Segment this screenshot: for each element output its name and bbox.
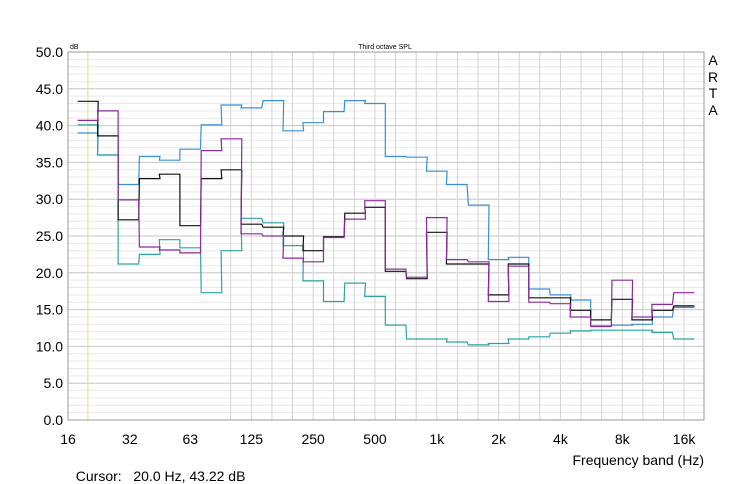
x-axis-ticks: 16 32 63 125 250 500 1k 2k 4k 8k 16k — [60, 431, 696, 447]
x-tick-label: 1k — [429, 431, 445, 447]
y-tick-label: 0.0 — [44, 412, 64, 428]
series-line-4 — [77, 110, 695, 328]
x-tick-label: 4k — [553, 431, 569, 447]
y-tick-label: 30.0 — [36, 191, 63, 207]
y-tick-label: 20.0 — [36, 265, 63, 281]
cursor-label: Cursor: — [75, 468, 122, 484]
y-unit-label: dB — [70, 44, 79, 51]
x-tick-label: 63 — [182, 431, 198, 447]
x-tick-label: 250 — [301, 431, 325, 447]
brand-letter: T — [708, 85, 718, 101]
x-tick-label: 16k — [673, 431, 697, 447]
y-tick-label: 50.0 — [36, 44, 63, 60]
y-tick-label: 15.0 — [36, 302, 63, 318]
x-tick-label: 16 — [60, 431, 76, 447]
y-axis-ticks: 0.0 5.0 10.0 15.0 20.0 25.0 30.0 35.0 40.0 45.0 50… — [36, 44, 63, 428]
y-tick-label: 45.0 — [36, 81, 63, 97]
plot-grid — [68, 51, 704, 421]
x-tick-label: 500 — [363, 431, 387, 447]
x-tick-label: 125 — [240, 431, 264, 447]
third-octave-spl-chart: Third octave SPL dB 0.0 5.0 10.0 15.0 20.0 25… — [36, 44, 705, 447]
series-group — [77, 100, 695, 346]
brand-letter: R — [707, 68, 719, 85]
y-tick-label: 35.0 — [36, 154, 63, 170]
chart-title: Third octave SPL — [358, 44, 412, 51]
x-tick-label: 2k — [491, 431, 507, 447]
cursor-value: 20.0 Hz, 43.22 dB — [133, 468, 246, 484]
plot-frame — [67, 51, 705, 421]
series-line-1 — [77, 100, 695, 327]
x-tick-label: 8k — [615, 431, 631, 447]
series-line-2 — [77, 124, 695, 346]
y-tick-label: 25.0 — [36, 228, 63, 244]
brand-letter: A — [708, 101, 718, 118]
cursor-readout: Cursor: 20.0 Hz, 43.22 dB — [68, 452, 246, 484]
y-tick-label: 40.0 — [36, 118, 63, 134]
y-tick-label: 5.0 — [44, 375, 64, 391]
x-axis-label: Frequency band (Hz) — [572, 452, 704, 468]
brand-letter: A — [708, 52, 718, 68]
x-tick-label: 32 — [122, 431, 138, 447]
y-tick-label: 10.0 — [36, 338, 63, 354]
